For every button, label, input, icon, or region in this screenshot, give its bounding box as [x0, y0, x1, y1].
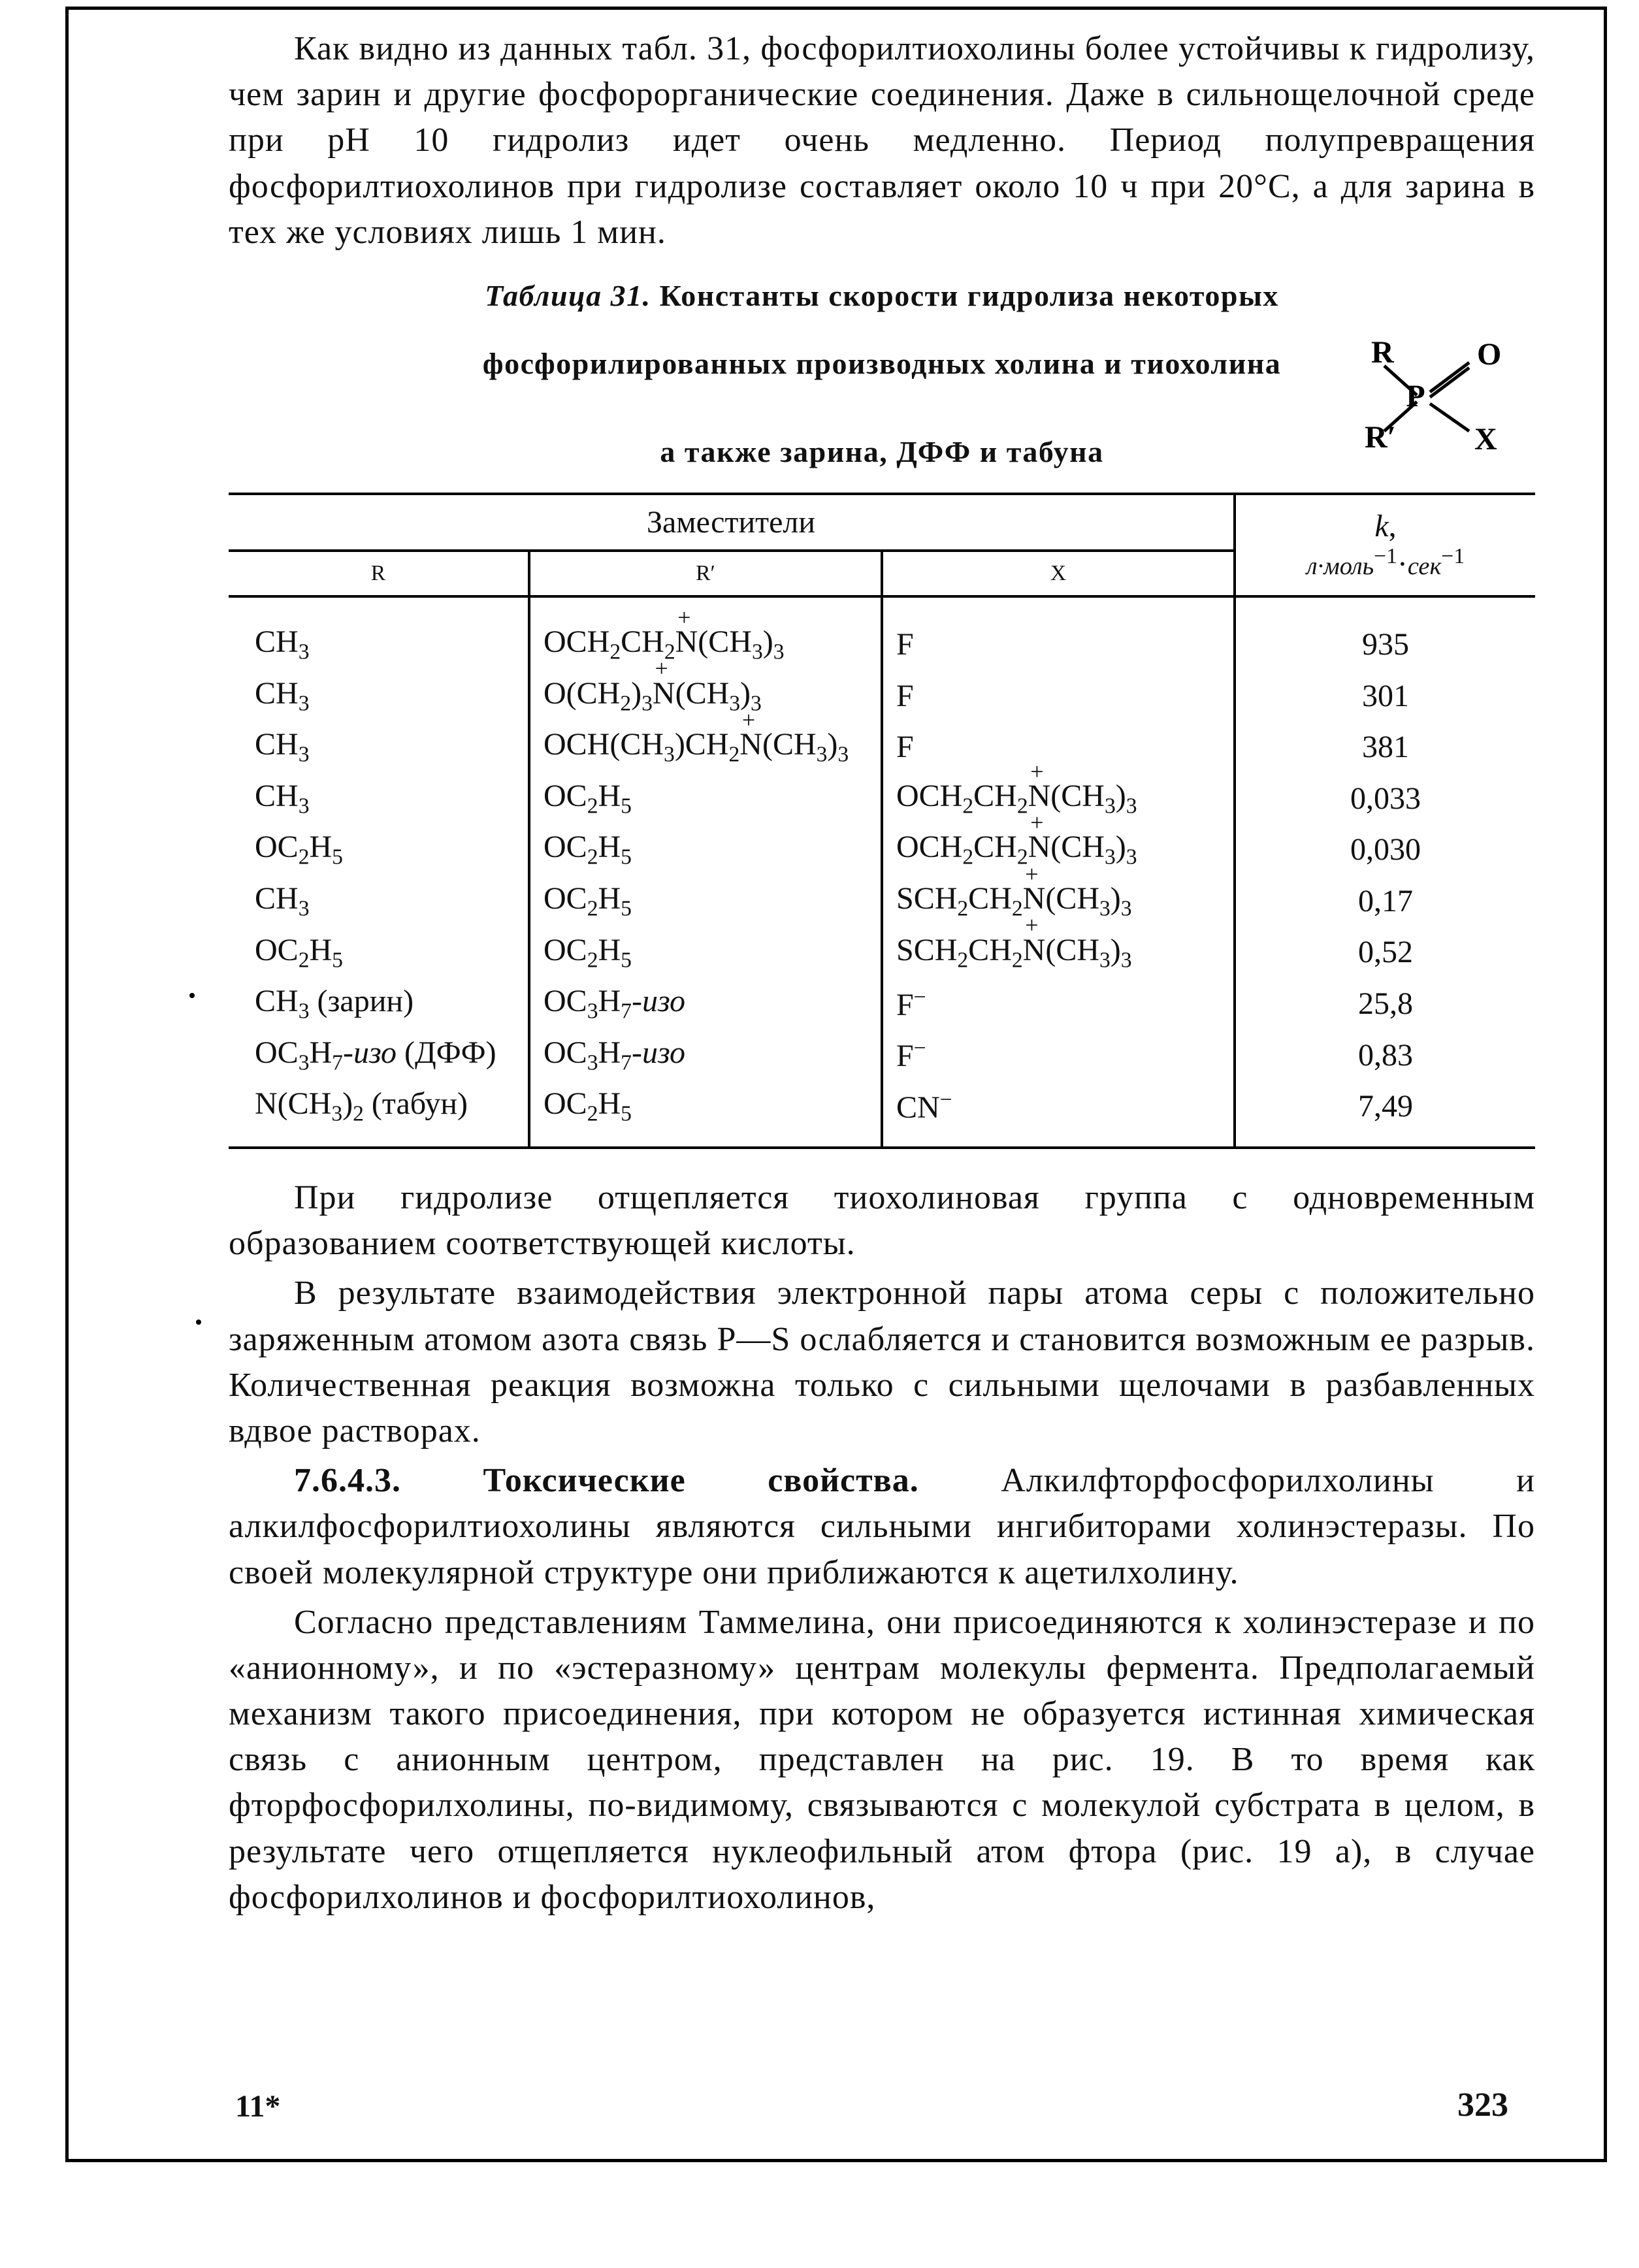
table-cell: SCH2CH2N(CH3)3 [882, 875, 1235, 927]
table-cell: 7,49 [1235, 1080, 1535, 1148]
page: Как видно из данных табл. 31, фосфорилти… [0, 0, 1639, 2268]
table-cell: OC2H5 [229, 824, 529, 875]
paragraph-3: В результате взаимодействия электронной … [229, 1271, 1535, 1454]
table-row: CH3O(CH2)3N(CH3)3F301 [229, 670, 1535, 722]
phosphorus-structure: R R′ P O X [1332, 333, 1508, 457]
table-cell: N(CH3)2 (табун) [229, 1080, 529, 1148]
table-row: CH3OCH(CH3)CH2N(CH3)3F381 [229, 721, 1535, 773]
table-row: CH3OC2H5OCH2CH2N(CH3)30,033 [229, 773, 1535, 824]
label-P: P [1406, 379, 1425, 413]
table-cell: OC2H5 [229, 927, 529, 979]
caption-line-1: Таблица 31. Константы скорости гидролиза… [229, 275, 1535, 317]
table-cell: CH3 (зарин) [229, 978, 529, 1029]
table-cell: O(CH2)3N(CH3)3 [529, 670, 882, 722]
p2-text: При гидролизе отщепляется тиохолиновая г… [229, 1179, 1535, 1262]
table-cell: OC3H7-изо (ДФФ) [229, 1029, 529, 1081]
table-cell: CH3 [229, 773, 529, 824]
table-row: OC2H5OC2H5SCH2CH2N(CH3)30,52 [229, 927, 1535, 979]
table-cell: OCH2CH2N(CH3)3 [882, 773, 1235, 824]
table-cell: OCH2CH2N(CH3)3 [529, 596, 882, 670]
content-column: Как видно из данных табл. 31, фосфорилти… [229, 26, 1535, 1924]
table-cell: 0,033 [1235, 773, 1535, 824]
label-X: X [1474, 422, 1497, 457]
noise-dot [196, 1320, 201, 1325]
caption-l1-rest: Константы скорости гидролиза некоторых [651, 279, 1279, 312]
th-k: k,л·моль−1·сек−1 [1235, 494, 1535, 596]
table-row: CH3OC2H5SCH2CH2N(CH3)30,17 [229, 875, 1535, 927]
table-cell: 301 [1235, 670, 1535, 722]
table-cell: CH3 [229, 670, 529, 722]
paragraph-1: Как видно из данных табл. 31, фосфорилти… [229, 26, 1535, 255]
table-cell: OC2H5 [529, 773, 882, 824]
structure-svg: R R′ P O X [1332, 333, 1508, 457]
table-row: OC2H5OC2H5OCH2CH2N(CH3)30,030 [229, 824, 1535, 875]
label-R: R [1371, 335, 1395, 370]
table-cell: OC2H5 [529, 927, 882, 979]
p1-text: Как видно из данных табл. 31, фосфорилти… [229, 30, 1535, 251]
noise-dot [189, 993, 195, 998]
p3-text: В результате взаимодействия электронной … [229, 1274, 1535, 1450]
caption-l1-em: Таблица 31. [485, 279, 651, 312]
table-row: N(CH3)2 (табун)OC2H5CN−7,49 [229, 1080, 1535, 1148]
table-body: CH3OCH2CH2N(CH3)3F935CH3O(CH2)3N(CH3)3F3… [229, 596, 1535, 1148]
table-cell: 0,83 [1235, 1029, 1535, 1081]
table-cell: OC2H5 [529, 875, 882, 927]
th-x: X [882, 551, 1235, 596]
label-O: O [1477, 337, 1501, 372]
table-cell: OC2H5 [529, 824, 882, 875]
table-cell: 0,17 [1235, 875, 1535, 927]
page-number: 323 [1457, 2086, 1508, 2124]
paragraph-4: 7.6.4.3. Токсические свойства. Алкилфтор… [229, 1458, 1535, 1596]
table-cell: CN− [882, 1080, 1235, 1148]
table-cell: F− [882, 1029, 1235, 1081]
table-cell: 0,030 [1235, 824, 1535, 875]
table-cell: OCH2CH2N(CH3)3 [882, 824, 1235, 875]
table-cell: 0,52 [1235, 927, 1535, 979]
table-head: Заместители k,л·моль−1·сек−1 R R′ X [229, 494, 1535, 596]
table-cell: OCH(CH3)CH2N(CH3)3 [529, 721, 882, 773]
paragraph-2: При гидролизе отщепляется тиохолиновая г… [229, 1175, 1535, 1267]
label-Rp: R′ [1365, 420, 1396, 455]
table-cell: F [882, 596, 1235, 670]
table-cell: CH3 [229, 596, 529, 670]
table-cell: CH3 [229, 875, 529, 927]
table-cell: F [882, 670, 1235, 722]
p4-lead: 7.6.4.3. Токсические свойства. [294, 1462, 1001, 1499]
table-cell: 935 [1235, 596, 1535, 670]
table-cell: 25,8 [1235, 978, 1535, 1029]
th-rp: R′ [529, 551, 882, 596]
table-row: CH3 (зарин)OC3H7-изоF−25,8 [229, 978, 1535, 1029]
th-r: R [229, 551, 529, 596]
table-row: CH3OCH2CH2N(CH3)3F935 [229, 596, 1535, 670]
th-substituents: Заместители [229, 494, 1235, 551]
table-cell: SCH2CH2N(CH3)3 [882, 927, 1235, 979]
table-cell: OC2H5 [529, 1080, 882, 1148]
table-cell: 381 [1235, 721, 1535, 773]
table-row: OC3H7-изо (ДФФ)OC3H7-изоF−0,83 [229, 1029, 1535, 1081]
p5-text: Согласно представлениям Таммелина, они п… [229, 1604, 1535, 1916]
table-cell: CH3 [229, 721, 529, 773]
table-cell: OC3H7-изо [529, 1029, 882, 1081]
table-cell: OC3H7-изо [529, 978, 882, 1029]
footer-left: 11* [235, 2088, 280, 2124]
paragraph-5: Согласно представлениям Таммелина, они п… [229, 1600, 1535, 1920]
table-cell: F [882, 721, 1235, 773]
table-cell: F− [882, 978, 1235, 1029]
rate-constants-table: Заместители k,л·моль−1·сек−1 R R′ X CH3O… [229, 493, 1535, 1149]
